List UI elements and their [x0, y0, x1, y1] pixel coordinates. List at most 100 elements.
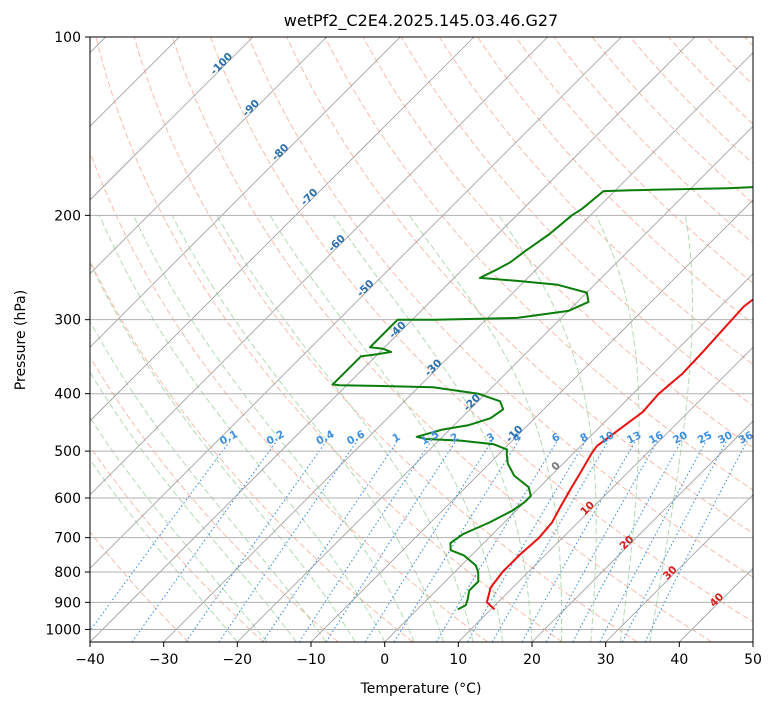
isotherm	[90, 37, 401, 348]
x-axis-label: Temperature (°C)	[360, 681, 482, 697]
y-tick-label: 800	[54, 565, 81, 581]
dry-adiabat	[248, 37, 753, 578]
mixing-ratio-label: 30	[716, 429, 735, 446]
y-tick-label: 900	[54, 595, 81, 611]
y-tick-label: 600	[54, 491, 81, 507]
dry-adiabat	[706, 37, 753, 86]
mixing-ratio-line	[325, 440, 457, 642]
dry-adiabat	[438, 37, 753, 366]
mixing-ratio-line	[262, 440, 399, 642]
isotherm	[90, 37, 622, 569]
pressure-grid	[90, 37, 753, 630]
x-tick-label: 20	[523, 652, 541, 668]
x-tick-label: 0	[380, 652, 389, 668]
mixing-ratio-line	[521, 440, 637, 642]
isotherm	[163, 52, 753, 642]
chart-title: wetPf2_C2E4.2025.145.03.46.G27	[284, 11, 558, 31]
x-tick-label: 40	[670, 652, 688, 668]
isotherm	[605, 494, 753, 642]
isotherm-label: 20	[618, 533, 637, 552]
dry-adiabat	[744, 37, 753, 47]
isotherm-label: -50	[355, 278, 377, 300]
mixing-ratio-line	[545, 440, 659, 642]
isotherm	[752, 641, 753, 642]
mixing-ratio-line	[393, 440, 520, 642]
mixing-ratio-line	[131, 440, 278, 642]
isotherm	[90, 37, 254, 201]
dry-adiabat	[95, 37, 563, 642]
moist-adiabat	[99, 215, 386, 642]
isotherm	[310, 199, 753, 642]
mixing-ratio-line	[644, 440, 748, 642]
y-tick-label: 100	[54, 30, 81, 46]
dry-adiabat	[171, 37, 712, 642]
y-tick-label: 1000	[45, 622, 81, 638]
dewpoint-line	[331, 186, 753, 611]
y-tick-label: 700	[54, 531, 81, 547]
mixing-ratio-label: 16	[647, 429, 666, 446]
mixing-ratio-label: 1	[390, 431, 402, 445]
isotherm-label: -70	[299, 186, 321, 208]
isotherm-label: -80	[270, 142, 292, 164]
isotherm-label: -90	[240, 97, 262, 119]
dry-adiabat	[90, 531, 190, 642]
mixing-ratio-label: 2	[449, 431, 461, 445]
mixing-ratio-label: 0.4	[314, 428, 336, 447]
isotherm	[458, 346, 753, 642]
x-tick-label: −20	[223, 652, 253, 668]
dry-adiabat	[553, 37, 753, 244]
isotherm-label: -40	[387, 319, 409, 341]
mixing-ratio-label: 20	[671, 429, 690, 446]
mixing-ratio-line	[90, 440, 231, 632]
isotherm-label: -30	[422, 357, 444, 379]
isotherm	[384, 273, 753, 642]
mixing-ratio-line	[599, 440, 707, 642]
moist-adiabat	[649, 215, 693, 642]
moist-adiabat	[171, 215, 445, 642]
mixing-ratio-line	[572, 440, 683, 642]
isotherm	[90, 37, 327, 275]
y-axis-ticks: 100 200 300 400 500 600 700 800 900 1000	[45, 30, 90, 638]
mixing-ratio-label: 13	[625, 429, 644, 446]
isotherm	[90, 37, 475, 422]
mixing-ratio-label: 25	[696, 429, 715, 446]
dry-adiabat	[210, 37, 753, 623]
mixing-ratio-line	[218, 440, 358, 642]
x-tick-label: −40	[75, 652, 105, 668]
dry-adiabat	[133, 37, 638, 642]
dry-adiabat	[668, 37, 753, 125]
mixing-ratio-label: 0.1	[218, 428, 240, 447]
y-tick-label: 400	[54, 387, 81, 403]
moist-adiabat	[90, 261, 356, 642]
temperature-line	[485, 298, 753, 611]
dry-adiabat	[90, 150, 488, 642]
x-tick-label: 30	[597, 652, 615, 668]
mixing-ratio-line	[467, 440, 587, 642]
y-tick-label: 500	[54, 444, 81, 460]
isotherm-label: -100	[208, 50, 235, 77]
isotherm	[90, 37, 548, 496]
y-tick-label: 200	[54, 208, 81, 224]
x-tick-label: 50	[744, 652, 762, 668]
moist-adiabat	[132, 215, 415, 642]
dry-adiabat	[90, 445, 264, 642]
dry-adiabat	[90, 356, 339, 642]
moist-adiabat	[90, 371, 297, 642]
mixing-ratio-label: 36	[737, 429, 756, 446]
mixing-ratio-label: 0.2	[264, 428, 286, 447]
isotherm-label: 30	[661, 564, 680, 583]
dry-adiabat	[400, 37, 753, 407]
mixing-ratio-label: 0.6	[345, 428, 367, 447]
isotherm-label: 40	[707, 591, 726, 610]
dry-adiabat	[591, 37, 753, 204]
isotherm-label: -60	[326, 233, 348, 255]
dry-adiabat	[90, 259, 414, 642]
x-axis-ticks: −40 −30 −20 −10 0 10 20 30 40 50	[75, 642, 762, 668]
y-axis-label: Pressure (hPa)	[13, 290, 29, 390]
moist-adiabat	[90, 458, 238, 642]
mixing-ratio-line	[364, 440, 493, 642]
x-tick-label: −10	[296, 652, 326, 668]
moist-adiabat	[216, 215, 474, 642]
dry-adiabat	[515, 37, 753, 284]
